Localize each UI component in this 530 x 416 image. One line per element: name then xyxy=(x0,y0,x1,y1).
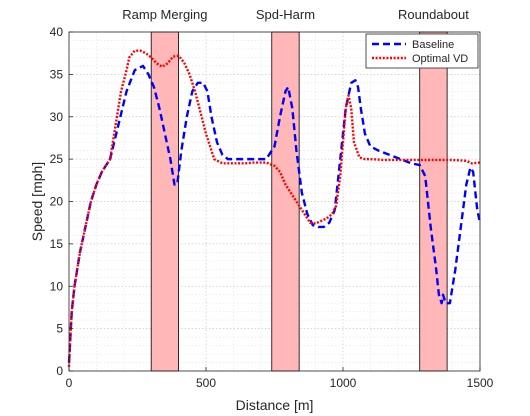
region-label: Roundabout xyxy=(398,7,469,22)
y-tick-label: 35 xyxy=(50,67,64,81)
y-tick-label: 0 xyxy=(56,364,63,378)
y-tick-label: 5 xyxy=(56,322,63,336)
legend-box xyxy=(365,33,479,69)
series-line-optimal-vd xyxy=(67,49,481,367)
series-line-baseline xyxy=(67,64,482,363)
x-tick-label: 1000 xyxy=(330,376,357,390)
x-tick-label: 500 xyxy=(196,376,216,390)
y-tick-label: 25 xyxy=(50,152,64,166)
y-tick-label: 10 xyxy=(50,279,64,293)
x-axis-label: Distance [m] xyxy=(236,397,314,413)
region-label: Ramp Merging xyxy=(122,7,207,22)
x-tick-label: 1500 xyxy=(467,376,494,390)
highlight-region-2 xyxy=(271,31,300,372)
y-axis-label: Speed [mph] xyxy=(29,162,45,241)
legend-label: Optimal VD xyxy=(412,53,468,65)
y-tick-label: 15 xyxy=(50,237,64,251)
region-label: Spd-Harm xyxy=(256,7,315,22)
x-tick-label: 0 xyxy=(66,376,73,390)
highlight-region-1 xyxy=(150,31,179,372)
series-layer xyxy=(67,49,482,367)
y-tick-label: 20 xyxy=(50,195,64,209)
regions-layer xyxy=(150,31,448,372)
ticks-layer: 0 500 1000 1500 0 5 10 15 20 25 30 35 40 xyxy=(50,25,494,390)
zone-labels: Ramp Merging Spd-Harm Roundabout xyxy=(122,7,469,22)
y-tick-label: 30 xyxy=(50,110,64,124)
legend-label: Baseline xyxy=(412,39,454,51)
y-tick-label: 40 xyxy=(50,25,64,39)
legend: Baseline Optimal VD xyxy=(365,33,479,69)
highlight-region-3 xyxy=(419,31,448,372)
